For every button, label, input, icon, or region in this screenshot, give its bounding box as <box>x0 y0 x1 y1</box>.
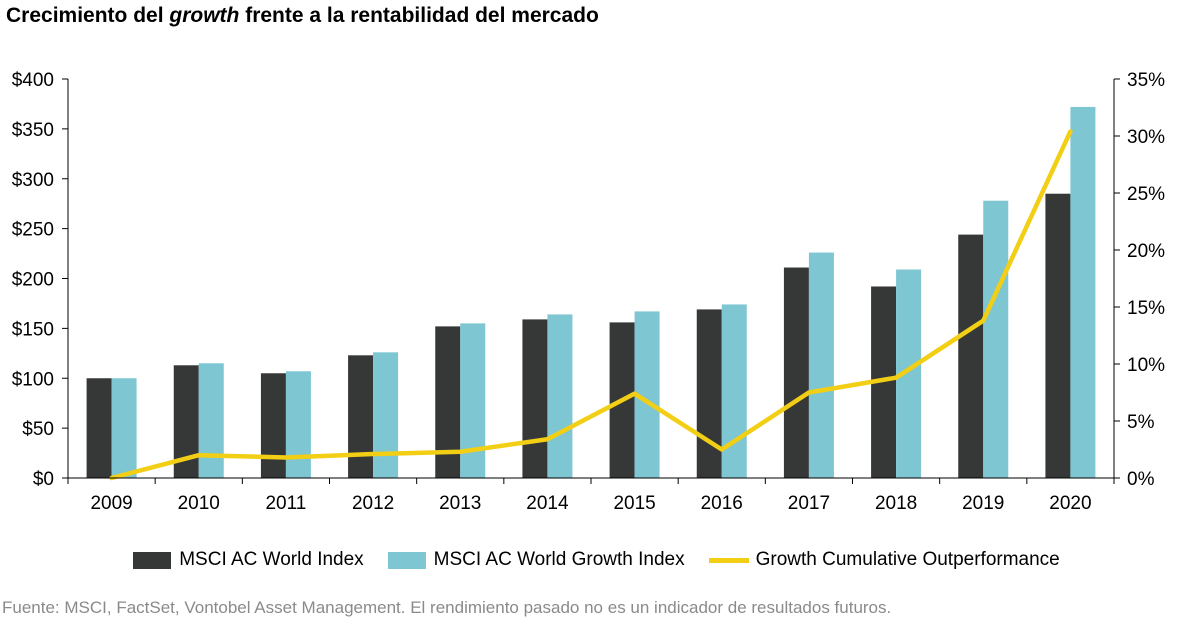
bar-world-index-2020 <box>1045 193 1071 478</box>
x-tick-label-2019: 2019 <box>962 493 1004 514</box>
x-tick-label-2009: 2009 <box>90 493 132 514</box>
legend-swatch-outperformance <box>708 557 749 563</box>
y-left-tick-label: $250 <box>12 220 54 241</box>
line-outperformance <box>109 129 1073 481</box>
legend-item-world-index: MSCI AC World Index <box>133 549 364 571</box>
x-tick-label-2015: 2015 <box>613 493 655 514</box>
y-left-tick-label: $400 <box>12 70 54 91</box>
legend-swatch-world-index <box>133 551 172 569</box>
bar-world-index-2011 <box>260 373 286 478</box>
y-right-tick-label: 10% <box>1127 355 1165 376</box>
y-right-tick-label: 25% <box>1127 184 1165 205</box>
title-part-2: growth <box>169 4 240 27</box>
legend: MSCI AC World Index MSCI AC World Growth… <box>0 549 1193 571</box>
legend-swatch-growth-index <box>387 551 426 569</box>
bar-world-index-2009 <box>86 378 112 478</box>
x-tick-label-2020: 2020 <box>1049 493 1091 514</box>
y-left-tick-label: $350 <box>12 120 54 141</box>
x-tick-label-2013: 2013 <box>439 493 481 514</box>
bar-world-index-2012 <box>348 355 374 478</box>
legend-label-world-index: MSCI AC World Index <box>179 549 364 570</box>
x-tick-label-2016: 2016 <box>701 493 743 514</box>
chart-title: Crecimiento del growth frente a la renta… <box>6 4 599 28</box>
y-right-tick-label: 5% <box>1127 412 1155 433</box>
title-part-3: frente a la rentabilidad del mercado <box>239 4 599 27</box>
x-tick-label-2014: 2014 <box>526 493 569 514</box>
y-left-tick-label: $300 <box>12 170 54 191</box>
bar-world-index-2017 <box>783 267 809 478</box>
bar-world-index-2014 <box>522 319 548 478</box>
bar-world-index-2013 <box>435 326 461 478</box>
legend-label-outperformance: Growth Cumulative Outperformance <box>755 549 1060 570</box>
y-right-tick-label: 30% <box>1127 127 1165 148</box>
bar-growth-index-2017 <box>808 252 834 478</box>
bar-world-index-2019 <box>958 234 984 478</box>
y-left-tick-label: $100 <box>12 369 54 390</box>
legend-item-outperformance: Growth Cumulative Outperformance <box>708 549 1060 571</box>
x-tick-label-2017: 2017 <box>788 493 830 514</box>
y-left-tick-label: $0 <box>33 469 54 490</box>
bar-growth-index-2012 <box>373 352 399 478</box>
chart-plot: $0 $50 $100 $150 $200 $250 $300 $350 $400 0% 5% 10%… <box>12 70 1165 514</box>
x-tick-label-2011: 2011 <box>265 493 306 514</box>
y-left-tick-label: $50 <box>22 419 54 440</box>
y-left-tick-label: $150 <box>12 319 54 340</box>
y-right-tick-label: 20% <box>1127 241 1165 262</box>
bar-growth-index-2009 <box>111 378 137 478</box>
x-tick-label-2018: 2018 <box>875 493 917 514</box>
source-note: Fuente: MSCI, FactSet, Vontobel Asset Ma… <box>2 598 892 617</box>
bar-growth-index-2011 <box>285 371 311 478</box>
y-left-tick-label: $200 <box>12 270 54 291</box>
y-right-tick-label: 15% <box>1127 298 1165 319</box>
bar-growth-index-2014 <box>547 314 573 478</box>
legend-label-growth-index: MSCI AC World Growth Index <box>433 549 685 570</box>
x-tick-label-2012: 2012 <box>352 493 394 514</box>
y-right-tick-label: 0% <box>1127 469 1155 490</box>
bar-world-index-2016 <box>696 309 722 478</box>
legend-item-growth-index: MSCI AC World Growth Index <box>387 549 685 571</box>
bar-growth-index-2013 <box>460 323 486 478</box>
x-tick-label-2010: 2010 <box>178 493 220 514</box>
bar-growth-index-2016 <box>721 304 747 478</box>
bar-growth-index-2019 <box>983 200 1009 478</box>
bar-growth-index-2010 <box>198 363 224 478</box>
y-right-tick-label: 35% <box>1127 70 1165 91</box>
title-part-1: Crecimiento del <box>6 4 170 27</box>
bar-growth-index-2020 <box>1070 106 1096 479</box>
